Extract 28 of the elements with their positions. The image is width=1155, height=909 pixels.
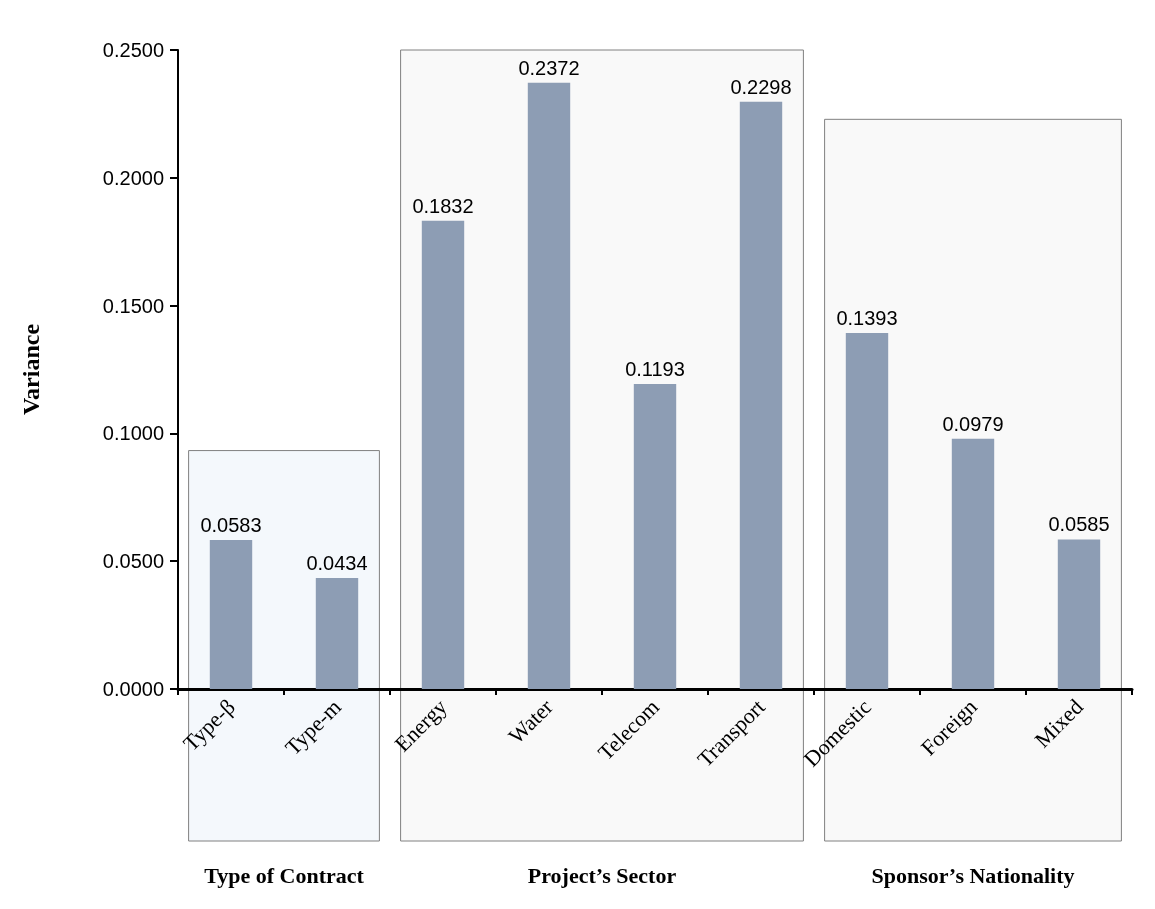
data-label: 0.0583 (200, 513, 262, 536)
band-label: Project’s Sector (527, 862, 677, 888)
data-label: 0.1193 (625, 358, 685, 381)
data-label: 0.0434 (306, 552, 368, 575)
bar (845, 332, 889, 689)
y-tick-label: 0.1000 (102, 422, 164, 445)
y-tick-label: 0.1500 (102, 294, 164, 317)
data-label: 0.2372 (518, 56, 580, 79)
bar (1057, 539, 1101, 689)
y-tick-label: 0.2000 (102, 166, 164, 189)
bar (209, 539, 253, 689)
y-tick-label: 0.0000 (102, 678, 164, 700)
data-label: 0.2298 (730, 75, 792, 98)
y-tick-label: 0.2500 (102, 39, 164, 61)
y-tick-label: 0.0500 (102, 550, 164, 573)
bar (421, 220, 465, 689)
y-axis-title: Variance (18, 323, 44, 416)
band-label: Sponsor’s Nationality (871, 862, 1075, 888)
data-label: 0.0585 (1048, 513, 1110, 536)
bar (739, 101, 783, 689)
data-label: 0.0979 (942, 412, 1004, 435)
bar (951, 438, 995, 689)
bar (315, 578, 359, 689)
data-label: 0.1393 (836, 306, 898, 329)
bar (527, 82, 571, 689)
data-label: 0.1832 (412, 194, 474, 217)
band-label: Type of Contract (204, 862, 365, 888)
bar (633, 384, 677, 689)
